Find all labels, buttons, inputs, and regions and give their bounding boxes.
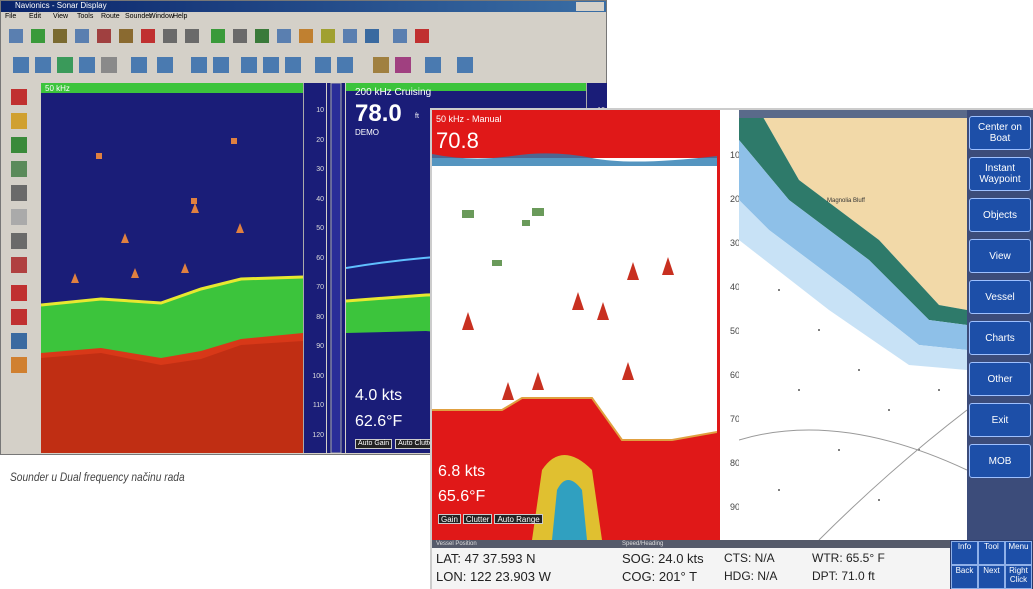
sonar-buttons: Gain Clutter Auto Range xyxy=(438,514,543,524)
sonar-header: 50 kHz - Manual xyxy=(436,114,502,124)
menu-button[interactable]: Instant Waypoint xyxy=(969,157,1031,191)
menu-bar: File Edit View Tools Route Sounder Window Help xyxy=(1,13,606,23)
depth-tick-label: 70 xyxy=(729,414,740,424)
menu-button[interactable]: Exit xyxy=(969,403,1031,437)
depth-tick-label: 30 xyxy=(316,166,324,173)
menu-item[interactable]: View xyxy=(53,13,69,20)
menu-item[interactable]: Sounder xyxy=(125,13,152,20)
depth-tick-label: 110 xyxy=(312,402,324,409)
cog: COG: 201° T xyxy=(622,569,698,584)
longitude: LON: 122 23.903 W xyxy=(436,569,551,584)
depth-tick-label: 20 xyxy=(729,194,740,204)
sonar-pane xyxy=(432,110,717,540)
cts: CTS: N/A xyxy=(724,551,775,565)
depth-tick-label: 100 xyxy=(312,372,324,380)
temperature-readout: 62.6°F xyxy=(355,413,403,430)
menu-button[interactable]: View xyxy=(969,239,1031,273)
pane-header: 200 kHz Cruising xyxy=(355,87,432,98)
depth-tick-label: 40 xyxy=(729,282,740,292)
menu-item[interactable]: Edit xyxy=(29,13,42,20)
right-window: 10 20 30 40 50 60 70 80 90 Magnolia Bluff Center… xyxy=(430,108,1033,589)
mode-label: DEMO xyxy=(355,128,379,137)
speed-readout: 6.8 kts xyxy=(438,463,486,480)
latitude: LAT: 47 37.593 N xyxy=(436,551,536,566)
speed-readout: 4.0 kts xyxy=(355,387,403,404)
sonar-button[interactable]: Gain xyxy=(438,514,461,524)
status-bar xyxy=(432,540,950,589)
range-bar xyxy=(327,83,345,453)
soft-key[interactable]: Back xyxy=(951,565,978,589)
depth-tick-label: 70 xyxy=(316,284,324,291)
toolbars xyxy=(9,29,473,73)
depth-readout: 70.8 xyxy=(436,128,479,153)
soft-key[interactable]: Right Click xyxy=(1005,565,1032,589)
depth-tick-label: 10 xyxy=(729,150,740,160)
soft-keys: Info Tool Menu Back Next Right Click xyxy=(950,540,1033,589)
menu-item[interactable]: Tools xyxy=(77,13,94,20)
depth-tick-label: 80 xyxy=(729,458,740,468)
soft-key[interactable]: Info xyxy=(951,541,978,565)
soft-key[interactable]: Next xyxy=(978,565,1005,589)
window-title: Navionics - Sonar Display xyxy=(15,1,107,10)
side-toolbar xyxy=(11,89,27,373)
depth-tick-label: 40 xyxy=(316,195,324,203)
window-controls[interactable] xyxy=(576,2,604,11)
water-temp: WTR: 65.5° F xyxy=(812,551,885,565)
menu-item[interactable]: Route xyxy=(101,13,120,20)
soft-key[interactable]: Menu xyxy=(1005,541,1032,565)
depth-tick-label: 10 xyxy=(316,107,324,114)
hdg: HDG: N/A xyxy=(724,569,778,583)
sonar-buttons: Auto Gain Auto Clutter xyxy=(355,439,439,449)
sonar-button[interactable]: Auto Range xyxy=(494,514,543,524)
menu-button[interactable]: Other xyxy=(969,362,1031,396)
menu-button[interactable]: Center on Boat xyxy=(969,116,1031,150)
menu-button[interactable]: Charts xyxy=(969,321,1031,355)
depth-tick-label: 50 xyxy=(729,326,740,336)
caption: Sounder u Dual frequency načinu rada xyxy=(10,470,185,484)
depth-tick-label: 50 xyxy=(316,225,324,232)
sonar-pane-left xyxy=(41,83,303,453)
menu-item[interactable]: Window xyxy=(149,13,174,20)
depth-tick-label: 20 xyxy=(316,136,324,144)
chart-map xyxy=(739,110,967,540)
status-title: Vessel Position xyxy=(436,541,477,547)
depth-readout: 78.0 xyxy=(355,100,402,127)
temperature-readout: 65.6°F xyxy=(438,488,486,505)
depth-scale: 10 20 30 40 50 60 70 80 90 xyxy=(717,110,742,540)
menu-item[interactable]: File xyxy=(5,13,17,20)
depth-tick-label: 30 xyxy=(729,238,740,248)
menu-button[interactable]: MOB xyxy=(969,444,1031,478)
soft-key[interactable]: Tool xyxy=(978,541,1005,565)
depth-tick-label: 60 xyxy=(729,370,740,380)
depth-tick-label: 90 xyxy=(316,343,324,350)
depth-tick-label: 80 xyxy=(316,313,324,321)
menu-button[interactable]: Objects xyxy=(969,198,1031,232)
sonar-button[interactable]: Auto Gain xyxy=(355,439,393,449)
depth-unit: ft xyxy=(415,113,419,120)
title-bar xyxy=(1,1,606,12)
depth-tick-label: 90 xyxy=(729,502,740,512)
pane-header: 50 kHz xyxy=(45,84,70,93)
depth-tick-label: 60 xyxy=(316,254,324,262)
depth-tick-label: 120 xyxy=(312,431,324,439)
sog: SOG: 24.0 kts xyxy=(622,551,704,566)
menu-panel: Center on Boat Instant Waypoint Objects Vie… xyxy=(967,110,1033,540)
map-label: Magnolia Bluff xyxy=(827,198,865,204)
menu-button[interactable]: Vessel xyxy=(969,280,1031,314)
depth: DPT: 71.0 ft xyxy=(812,569,875,583)
depth-scale-left: 10 20 30 40 50 60 70 80 90 100 110 120 xyxy=(303,83,326,453)
sonar-button[interactable]: Clutter xyxy=(462,514,493,524)
menu-item[interactable]: Help xyxy=(173,13,188,20)
status-title: Speed/Heading xyxy=(622,541,664,547)
